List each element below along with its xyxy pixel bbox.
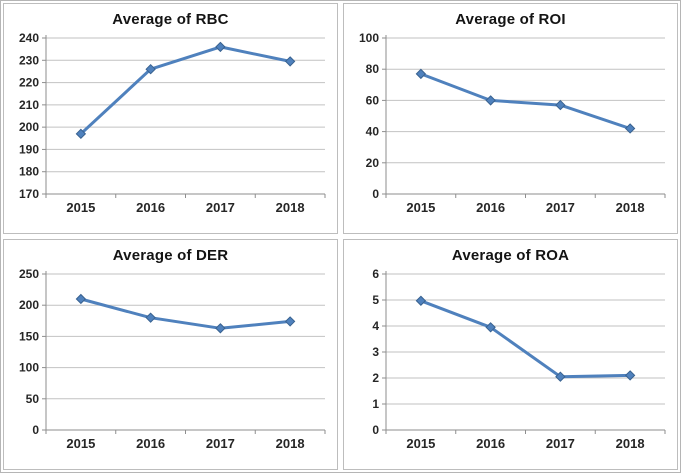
svg-text:0: 0: [372, 423, 379, 437]
svg-text:2018: 2018: [276, 436, 305, 451]
svg-text:100: 100: [19, 361, 39, 375]
svg-text:2017: 2017: [206, 200, 235, 215]
svg-text:4: 4: [372, 319, 379, 333]
svg-text:2018: 2018: [276, 200, 305, 215]
svg-text:2: 2: [372, 371, 379, 385]
svg-text:40: 40: [366, 125, 380, 139]
svg-text:200: 200: [19, 120, 39, 134]
svg-text:2017: 2017: [546, 436, 575, 451]
svg-text:220: 220: [19, 76, 39, 90]
svg-text:200: 200: [19, 298, 39, 312]
svg-text:80: 80: [366, 62, 380, 76]
chart-title-rbc: Average of RBC: [112, 11, 229, 28]
line-chart-roa: 0 1 2 3 4 5 6 2015 2016 2017 2018: [372, 267, 666, 451]
svg-text:150: 150: [19, 329, 39, 343]
chart-panel-roa: Average of ROA 0 1 2 3 4 5 6 2015 2016 2017 2018: [343, 239, 678, 470]
svg-text:50: 50: [26, 392, 40, 406]
chart-panel-roi: Average of ROI 0 20 40 60 80 100 2015 2016 2017 2…: [343, 3, 678, 234]
svg-text:210: 210: [19, 98, 39, 112]
line-chart-rbc: 170 180 190 200 210 220 230 240 2015 2016 2017 2018: [19, 31, 326, 215]
svg-text:240: 240: [19, 31, 39, 45]
svg-text:250: 250: [19, 267, 39, 281]
svg-text:2016: 2016: [476, 436, 505, 451]
svg-text:2015: 2015: [66, 436, 95, 451]
svg-text:60: 60: [366, 93, 380, 107]
svg-text:3: 3: [372, 345, 379, 359]
svg-text:2015: 2015: [406, 200, 435, 215]
chart-panel-rbc: Average of RBC 170 180 190 200 210 220 230 240 2…: [3, 3, 338, 234]
svg-text:6: 6: [372, 267, 379, 281]
svg-text:230: 230: [19, 53, 39, 67]
chart-title-der: Average of DER: [112, 247, 229, 264]
line-chart-roi: 0 20 40 60 80 100 2015 2016 2017 2018: [359, 31, 666, 215]
svg-text:2017: 2017: [206, 436, 235, 451]
svg-text:190: 190: [19, 142, 39, 156]
svg-text:0: 0: [372, 187, 379, 201]
svg-text:2018: 2018: [616, 200, 645, 215]
chart-title-roa: Average of ROA: [451, 247, 570, 264]
svg-text:180: 180: [19, 165, 39, 179]
svg-text:2017: 2017: [546, 200, 575, 215]
svg-text:170: 170: [19, 187, 39, 201]
svg-text:100: 100: [359, 31, 379, 45]
svg-text:20: 20: [366, 156, 380, 170]
svg-text:2016: 2016: [476, 200, 505, 215]
chart-title-roi: Average of ROI: [455, 11, 566, 28]
svg-text:5: 5: [372, 293, 379, 307]
svg-text:1: 1: [372, 397, 379, 411]
svg-text:2015: 2015: [406, 436, 435, 451]
chart-panel-der: Average of DER 0 50 100 150 200 250 2015 2016 20…: [3, 239, 338, 470]
svg-text:2016: 2016: [136, 200, 165, 215]
svg-text:2016: 2016: [136, 436, 165, 451]
line-chart-der: 0 50 100 150 200 250 2015 2016 2017 2018: [19, 267, 326, 451]
svg-text:2015: 2015: [66, 200, 95, 215]
svg-text:2018: 2018: [616, 436, 645, 451]
svg-text:0: 0: [32, 423, 39, 437]
